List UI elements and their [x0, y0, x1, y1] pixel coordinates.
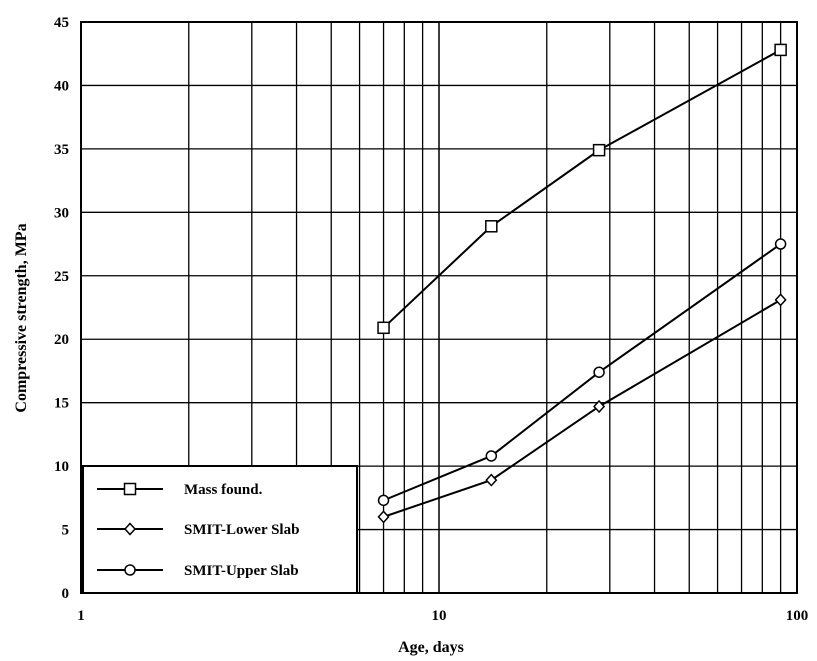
x-tick-label: 1 [77, 608, 85, 624]
data-point [485, 473, 498, 487]
y-tick-label: 10 [54, 459, 69, 475]
x-tick-label: 100 [786, 608, 809, 624]
y-tick-label: 25 [54, 269, 69, 285]
y-tick-label: 5 [62, 523, 70, 539]
y-tick-label: 35 [54, 142, 69, 158]
y-tick-label: 40 [54, 78, 69, 94]
data-point [377, 510, 390, 524]
series-line [383, 299, 782, 518]
y-axis-ticks: 0 5 10 15 20 25 30 35 40 45 [54, 15, 69, 602]
data-point [485, 450, 498, 462]
y-tick-label: 0 [62, 586, 70, 602]
legend-marker [123, 482, 137, 496]
data-point [592, 143, 606, 157]
y-tick-label: 30 [54, 205, 69, 221]
y-tick-label: 15 [54, 396, 69, 412]
data-point [774, 238, 787, 250]
plot-frame [80, 21, 798, 594]
legend: Mass found. SMIT-Lower Slab SMIT-Upper Sla… [82, 465, 358, 594]
legend-label: SMIT-Lower Slab [184, 522, 299, 538]
y-tick-label: 45 [54, 15, 69, 31]
data-point [377, 494, 390, 507]
x-tick-label: 10 [432, 608, 447, 624]
legend-item: SMIT-Lower Slab [97, 522, 299, 538]
legend-item: SMIT-Upper Slab [97, 563, 299, 579]
y-axis-label: Compressive strength, MPa [13, 223, 30, 412]
series-2 [377, 238, 787, 507]
legend-label: Mass found. [184, 482, 263, 498]
series-group [377, 43, 787, 524]
data-point [774, 293, 787, 307]
data-point [377, 321, 390, 335]
x-axis-ticks: 1 10 100 [77, 608, 808, 624]
legend-item: Mass found. [97, 482, 263, 498]
data-point [593, 399, 606, 414]
legend-label: SMIT-Upper Slab [184, 563, 299, 579]
series-line [382, 49, 782, 329]
y-tick-label: 20 [54, 332, 69, 348]
data-point [593, 366, 605, 378]
legend-marker [123, 522, 137, 536]
series-0 [377, 43, 787, 335]
data-point [485, 220, 498, 233]
x-axis-label: Age, days [398, 639, 464, 656]
series-1 [377, 293, 787, 524]
data-point [774, 43, 787, 57]
series-line [383, 243, 782, 502]
legend-marker [124, 564, 136, 576]
